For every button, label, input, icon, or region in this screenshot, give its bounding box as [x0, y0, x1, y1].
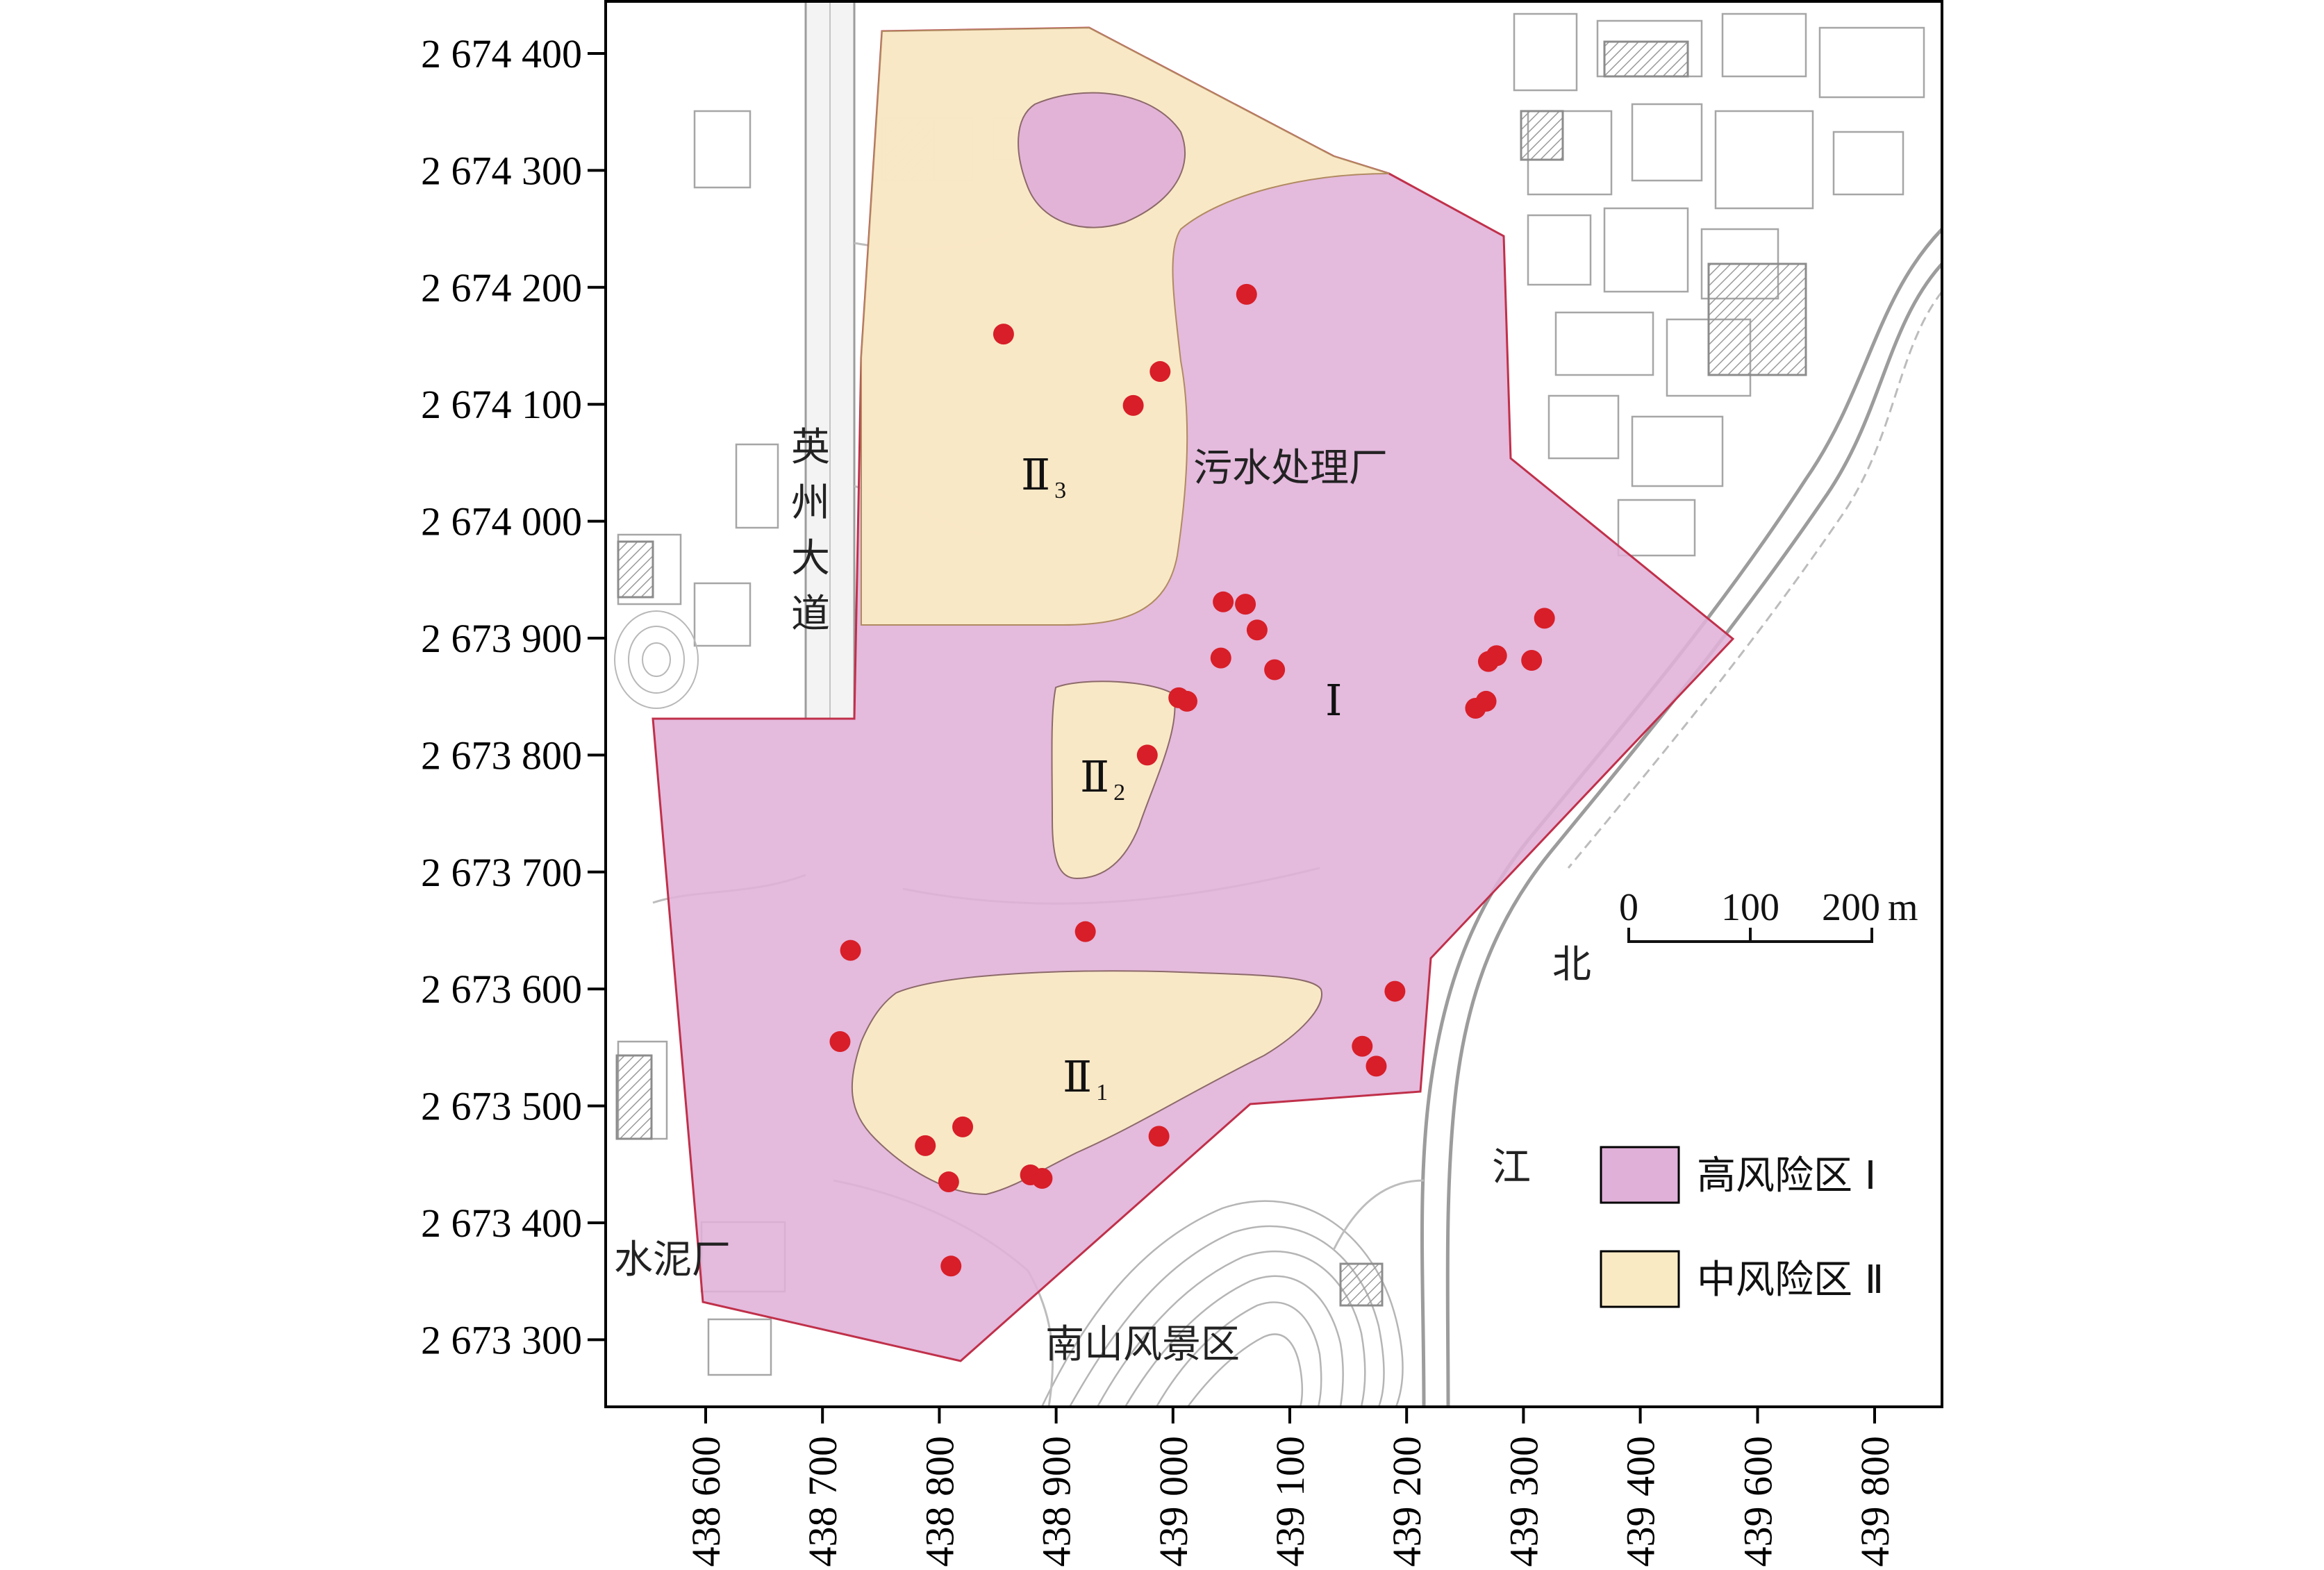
- x-tick-label-6: 439 200: [1384, 1436, 1429, 1567]
- x-tick-label-9: 439 600: [1736, 1436, 1781, 1567]
- y-axis: 2 674 400 2 674 300 2 674 200 2 674 100 2 67…: [421, 31, 606, 1362]
- place-labels: 英 州 大 道 污水处理厂 水泥厂 南山风景区 北 江: [614, 425, 1591, 1367]
- scale-label-100: 100: [1721, 886, 1779, 929]
- basemap: [614, 1, 1942, 1407]
- zone-label-i: Ⅰ: [1325, 678, 1343, 725]
- river-label-north: 北: [1552, 942, 1591, 987]
- x-tick-label-5: 439 100: [1268, 1436, 1313, 1567]
- sample-point-22: [1366, 1055, 1387, 1077]
- cement-plant-label: 水泥厂: [614, 1237, 731, 1283]
- sample-point-17: [1465, 698, 1486, 719]
- nanshan-label: 南山风景区: [1045, 1322, 1240, 1367]
- x-tick-label-3: 438 900: [1034, 1436, 1079, 1567]
- y-tick-label-5: 2 673 900: [421, 616, 582, 661]
- legend-label-high: 高风险区 Ⅰ: [1697, 1153, 1876, 1199]
- y-tick-label-7: 2 673 700: [421, 850, 582, 895]
- sample-point-1: [993, 324, 1014, 345]
- sample-point-25: [915, 1135, 936, 1156]
- sample-point-21: [1352, 1035, 1373, 1057]
- y-tick-label-9: 2 673 500: [421, 1084, 582, 1129]
- x-tick-label-7: 439 300: [1501, 1436, 1546, 1567]
- road-label-char-4: 道: [791, 592, 830, 637]
- sample-point-10: [1176, 690, 1197, 712]
- scale-bar: 0 100 200 m: [1619, 886, 1918, 943]
- x-tick-label-0: 438 600: [683, 1436, 729, 1567]
- legend-swatch-medium: [1600, 1250, 1680, 1308]
- sample-point-3: [1122, 394, 1144, 416]
- sample-point-24: [952, 1116, 974, 1137]
- legend-swatch-high: [1600, 1146, 1680, 1204]
- sample-point-4: [1213, 591, 1234, 612]
- map-frame: [604, 0, 1943, 1408]
- y-tick-label-4: 2 674 000: [421, 499, 582, 544]
- x-tick-label-4: 439 000: [1151, 1436, 1196, 1567]
- x-tick-label-10: 439 800: [1852, 1436, 1898, 1567]
- sample-points: [829, 283, 1555, 1277]
- y-tick-label-10: 2 673 400: [421, 1201, 582, 1246]
- sample-point-7: [1210, 647, 1231, 669]
- sample-point-8: [1264, 659, 1286, 680]
- sample-point-29: [938, 1171, 959, 1193]
- sample-point-19: [1074, 921, 1096, 942]
- road-label-char-3: 大: [791, 536, 830, 581]
- sample-point-14: [1477, 651, 1499, 672]
- sample-point-2: [1149, 361, 1171, 383]
- sample-point-18: [840, 940, 861, 961]
- sample-point-23: [829, 1030, 851, 1052]
- scale-label-0: 0: [1619, 886, 1638, 929]
- legend: 高风险区 Ⅰ 中风险区 Ⅱ: [1597, 1142, 1884, 1308]
- y-tick-label-8: 2 673 600: [421, 967, 582, 1012]
- medium-risk-zone-ii1: [851, 970, 1323, 1196]
- scale-unit: m: [1888, 886, 1918, 929]
- y-tick-label-2: 2 674 200: [421, 265, 582, 310]
- x-tick-label-2: 438 800: [917, 1436, 962, 1567]
- sample-point-15: [1521, 649, 1543, 671]
- medium-risk-zone-ii2: [1051, 680, 1176, 880]
- sample-point-30: [940, 1255, 962, 1277]
- x-axis: 438 600 438 700 438 800 438 900 439 000 439 1…: [683, 1407, 1898, 1567]
- high-risk-island: [1018, 92, 1186, 228]
- scale-label-200: 200: [1822, 886, 1880, 929]
- sample-point-28: [1031, 1168, 1053, 1189]
- sample-point-20: [1384, 980, 1406, 1002]
- legend-label-medium: 中风险区 Ⅱ: [1697, 1258, 1884, 1303]
- y-tick-label-0: 2 674 400: [421, 31, 582, 76]
- sample-point-0: [1236, 283, 1257, 305]
- x-tick-label-1: 438 700: [800, 1436, 845, 1567]
- river-label-jiang: 江: [1492, 1145, 1531, 1190]
- sample-point-11: [1136, 744, 1158, 766]
- x-tick-label-8: 439 400: [1618, 1436, 1663, 1567]
- y-tick-label-1: 2 674 300: [421, 148, 582, 193]
- medium-risk-zone-ii3: [861, 26, 1390, 626]
- road-label-char-1: 英: [791, 425, 830, 470]
- sample-point-12: [1534, 608, 1555, 629]
- sample-point-5: [1235, 594, 1256, 615]
- road-label-char-2: 州: [791, 481, 830, 526]
- y-tick-label-11: 2 673 300: [421, 1317, 582, 1362]
- sewage-plant-label: 污水处理厂: [1193, 446, 1388, 491]
- sample-point-6: [1246, 619, 1268, 641]
- sample-point-26: [1148, 1126, 1170, 1147]
- y-tick-label-6: 2 673 800: [421, 733, 582, 778]
- y-tick-label-3: 2 674 100: [421, 382, 582, 427]
